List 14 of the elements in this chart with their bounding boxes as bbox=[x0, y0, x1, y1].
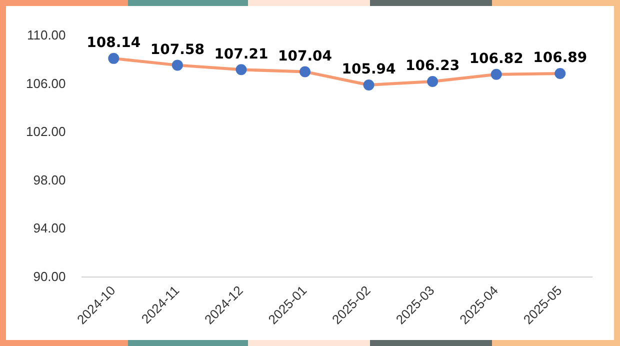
y-tick-label: 98.00 bbox=[33, 172, 66, 188]
y-tick-label: 94.00 bbox=[33, 220, 66, 236]
data-label: 107.04 bbox=[278, 48, 332, 64]
data-label: 105.94 bbox=[342, 62, 396, 78]
data-label: 108.14 bbox=[86, 35, 141, 52]
y-tick-label: 90.00 bbox=[33, 268, 66, 284]
y-tick-label: 102.00 bbox=[26, 124, 66, 140]
data-label: 107.58 bbox=[150, 42, 204, 58]
data-label: 106.82 bbox=[469, 50, 524, 67]
data-label: 107.21 bbox=[214, 46, 268, 62]
y-tick-label: 106.00 bbox=[26, 76, 66, 91]
data-label: 106.23 bbox=[406, 58, 460, 74]
y-tick-label: 110.00 bbox=[26, 28, 66, 43]
data-label: 106.89 bbox=[533, 50, 588, 66]
